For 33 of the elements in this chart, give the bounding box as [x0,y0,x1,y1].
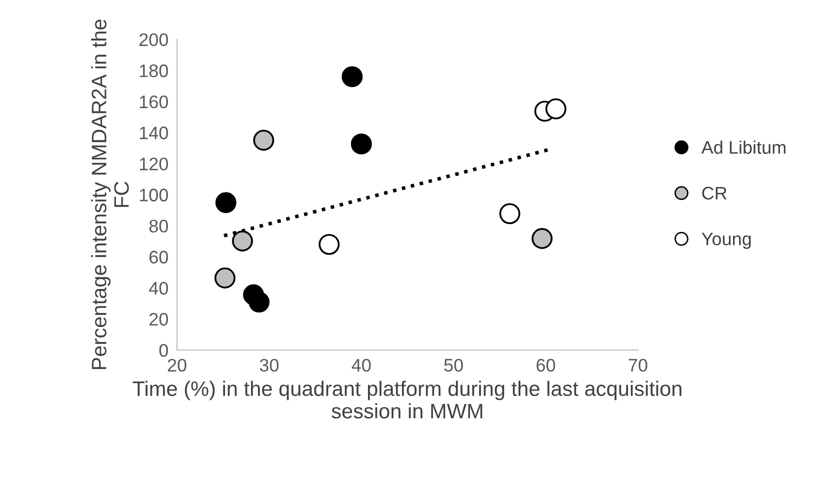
y-tick-label: 60 [150,250,168,264]
y-tick-label: 120 [140,158,168,170]
y-tick-label: 100 [140,188,168,202]
y-tick-label: 180 [140,64,168,78]
legend-label: Ad Libitum [701,140,786,154]
point [214,267,236,288]
point [342,66,363,88]
x-tick-label: 60 [536,358,556,372]
x-tick-label: 50 [444,358,463,372]
point [318,234,340,255]
point [350,133,372,154]
y-tick-label: 40 [149,282,168,295]
point [499,203,520,224]
legend-label: Young [702,232,751,249]
point [253,130,274,151]
legend-label: CR [702,186,727,200]
point [248,292,270,313]
y-tick-label: 140 [140,126,168,140]
x-tick-label: 30 [260,358,279,372]
y-tick-label: 80 [149,220,168,233]
x-axis-title: Time (%) in the quadrant platform during the last acquisition session in MWM [132,380,682,418]
x-tick-label: 70 [628,358,648,372]
x-tick-label: 20 [168,358,186,372]
y-tick-label: 20 [150,312,168,326]
y-tick-label: 200 [139,33,168,46]
point [532,228,553,250]
point [215,192,236,214]
point [545,98,566,120]
y-tick-label: 0 [159,344,168,357]
point [232,230,253,252]
x-tick-label: 40 [352,358,371,372]
y-tick-label: 160 [140,95,168,108]
y-axis-title: Percentage intensity NMDAR2A in the FC [91,20,129,370]
